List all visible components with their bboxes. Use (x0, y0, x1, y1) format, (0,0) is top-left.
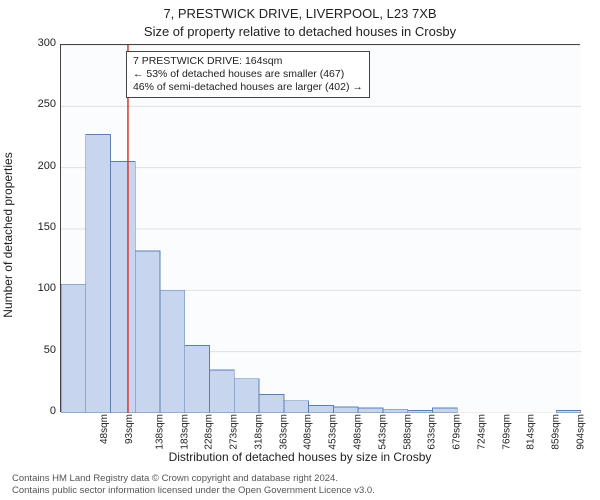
x-tick-label: 904sqm (575, 414, 586, 450)
bar (408, 411, 433, 413)
footer-line1: Contains HM Land Registry data © Crown c… (12, 473, 375, 484)
x-tick-label: 48sqm (99, 414, 110, 444)
bar (234, 379, 259, 413)
x-tick-label: 363sqm (278, 414, 289, 450)
footer-attribution: Contains HM Land Registry data © Crown c… (12, 473, 375, 496)
x-tick-label: 93sqm (124, 414, 135, 444)
x-tick-label: 814sqm (526, 414, 537, 450)
chart-title-line1: 7, PRESTWICK DRIVE, LIVERPOOL, L23 7XB (0, 6, 600, 21)
plot-area: 7 PRESTWICK DRIVE: 164sqm ← 53% of detac… (60, 44, 580, 412)
y-tick-label: 50 (16, 344, 56, 356)
bar (383, 409, 408, 413)
y-tick-label: 200 (16, 160, 56, 172)
bar (358, 408, 383, 413)
bar (432, 408, 457, 413)
y-axis-label: Number of detached properties (1, 152, 15, 317)
x-tick-label: 633sqm (427, 414, 438, 450)
x-tick-label: 183sqm (179, 414, 190, 450)
bar (111, 162, 136, 413)
bar (135, 251, 160, 413)
x-tick-label: 318sqm (254, 414, 265, 450)
y-tick-label: 150 (16, 221, 56, 233)
x-axis-label: Distribution of detached houses by size … (0, 450, 600, 464)
x-tick-label: 679sqm (452, 414, 463, 450)
y-tick-label: 250 (16, 98, 56, 110)
x-tick-label: 453sqm (328, 414, 339, 450)
x-tick-label: 859sqm (551, 414, 562, 450)
y-tick-label: 100 (16, 282, 56, 294)
x-tick-label: 408sqm (303, 414, 314, 450)
y-tick-label: 0 (16, 405, 56, 417)
bar (210, 370, 235, 413)
callout-box: 7 PRESTWICK DRIVE: 164sqm ← 53% of detac… (126, 51, 370, 98)
footer-line2: Contains public sector information licen… (12, 485, 375, 496)
bar (333, 407, 358, 413)
bar (259, 395, 284, 413)
x-tick-label: 769sqm (501, 414, 512, 450)
bar (61, 284, 86, 413)
bar (556, 411, 581, 413)
x-tick-label: 588sqm (402, 414, 413, 450)
bar (309, 406, 334, 413)
y-tick-label: 300 (16, 37, 56, 49)
callout-line2: ← 53% of detached houses are smaller (46… (133, 68, 363, 81)
x-tick-label: 543sqm (377, 414, 388, 450)
x-tick-label: 724sqm (476, 414, 487, 450)
x-tick-label: 273sqm (229, 414, 240, 450)
bar (86, 135, 111, 413)
x-tick-label: 228sqm (204, 414, 215, 450)
chart-title-line2: Size of property relative to detached ho… (0, 24, 600, 39)
bar (185, 346, 210, 413)
x-tick-label: 138sqm (154, 414, 165, 450)
chart-container: 7, PRESTWICK DRIVE, LIVERPOOL, L23 7XB S… (0, 0, 600, 500)
bar (284, 401, 309, 413)
bar (160, 290, 185, 413)
callout-line1: 7 PRESTWICK DRIVE: 164sqm (133, 55, 363, 68)
callout-line3: 46% of semi-detached houses are larger (… (133, 81, 363, 94)
x-tick-label: 498sqm (353, 414, 364, 450)
plot-svg (61, 45, 581, 413)
